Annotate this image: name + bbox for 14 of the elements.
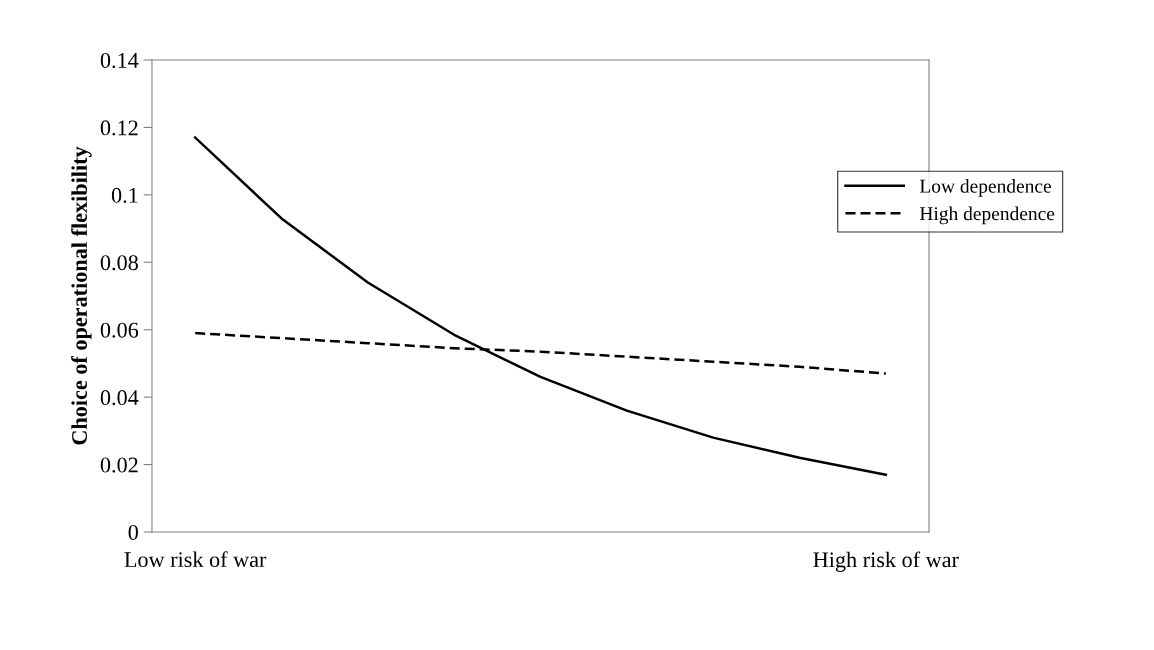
x-tick-label: Low risk of war (124, 551, 267, 568)
y-axis-title: Choice of operational flexibility (71, 146, 92, 445)
line-series (193, 136, 888, 476)
legend-label: High dependence (919, 206, 1055, 225)
y-tick-label: 0.06 (100, 322, 139, 338)
legend-label: Low dependence (919, 179, 1051, 197)
x-tick-label: High risk of war (813, 551, 959, 572)
y-tick-label: 0.08 (100, 255, 138, 271)
y-tick-label: 0 (128, 524, 138, 540)
y-tick-label: 0.04 (100, 390, 139, 406)
y-tick-label: 0.14 (100, 52, 139, 69)
y-tick-label: 0.02 (100, 457, 138, 473)
y-tick-label: 0.12 (100, 120, 138, 136)
y-tick-label: 0.1 (111, 187, 138, 203)
